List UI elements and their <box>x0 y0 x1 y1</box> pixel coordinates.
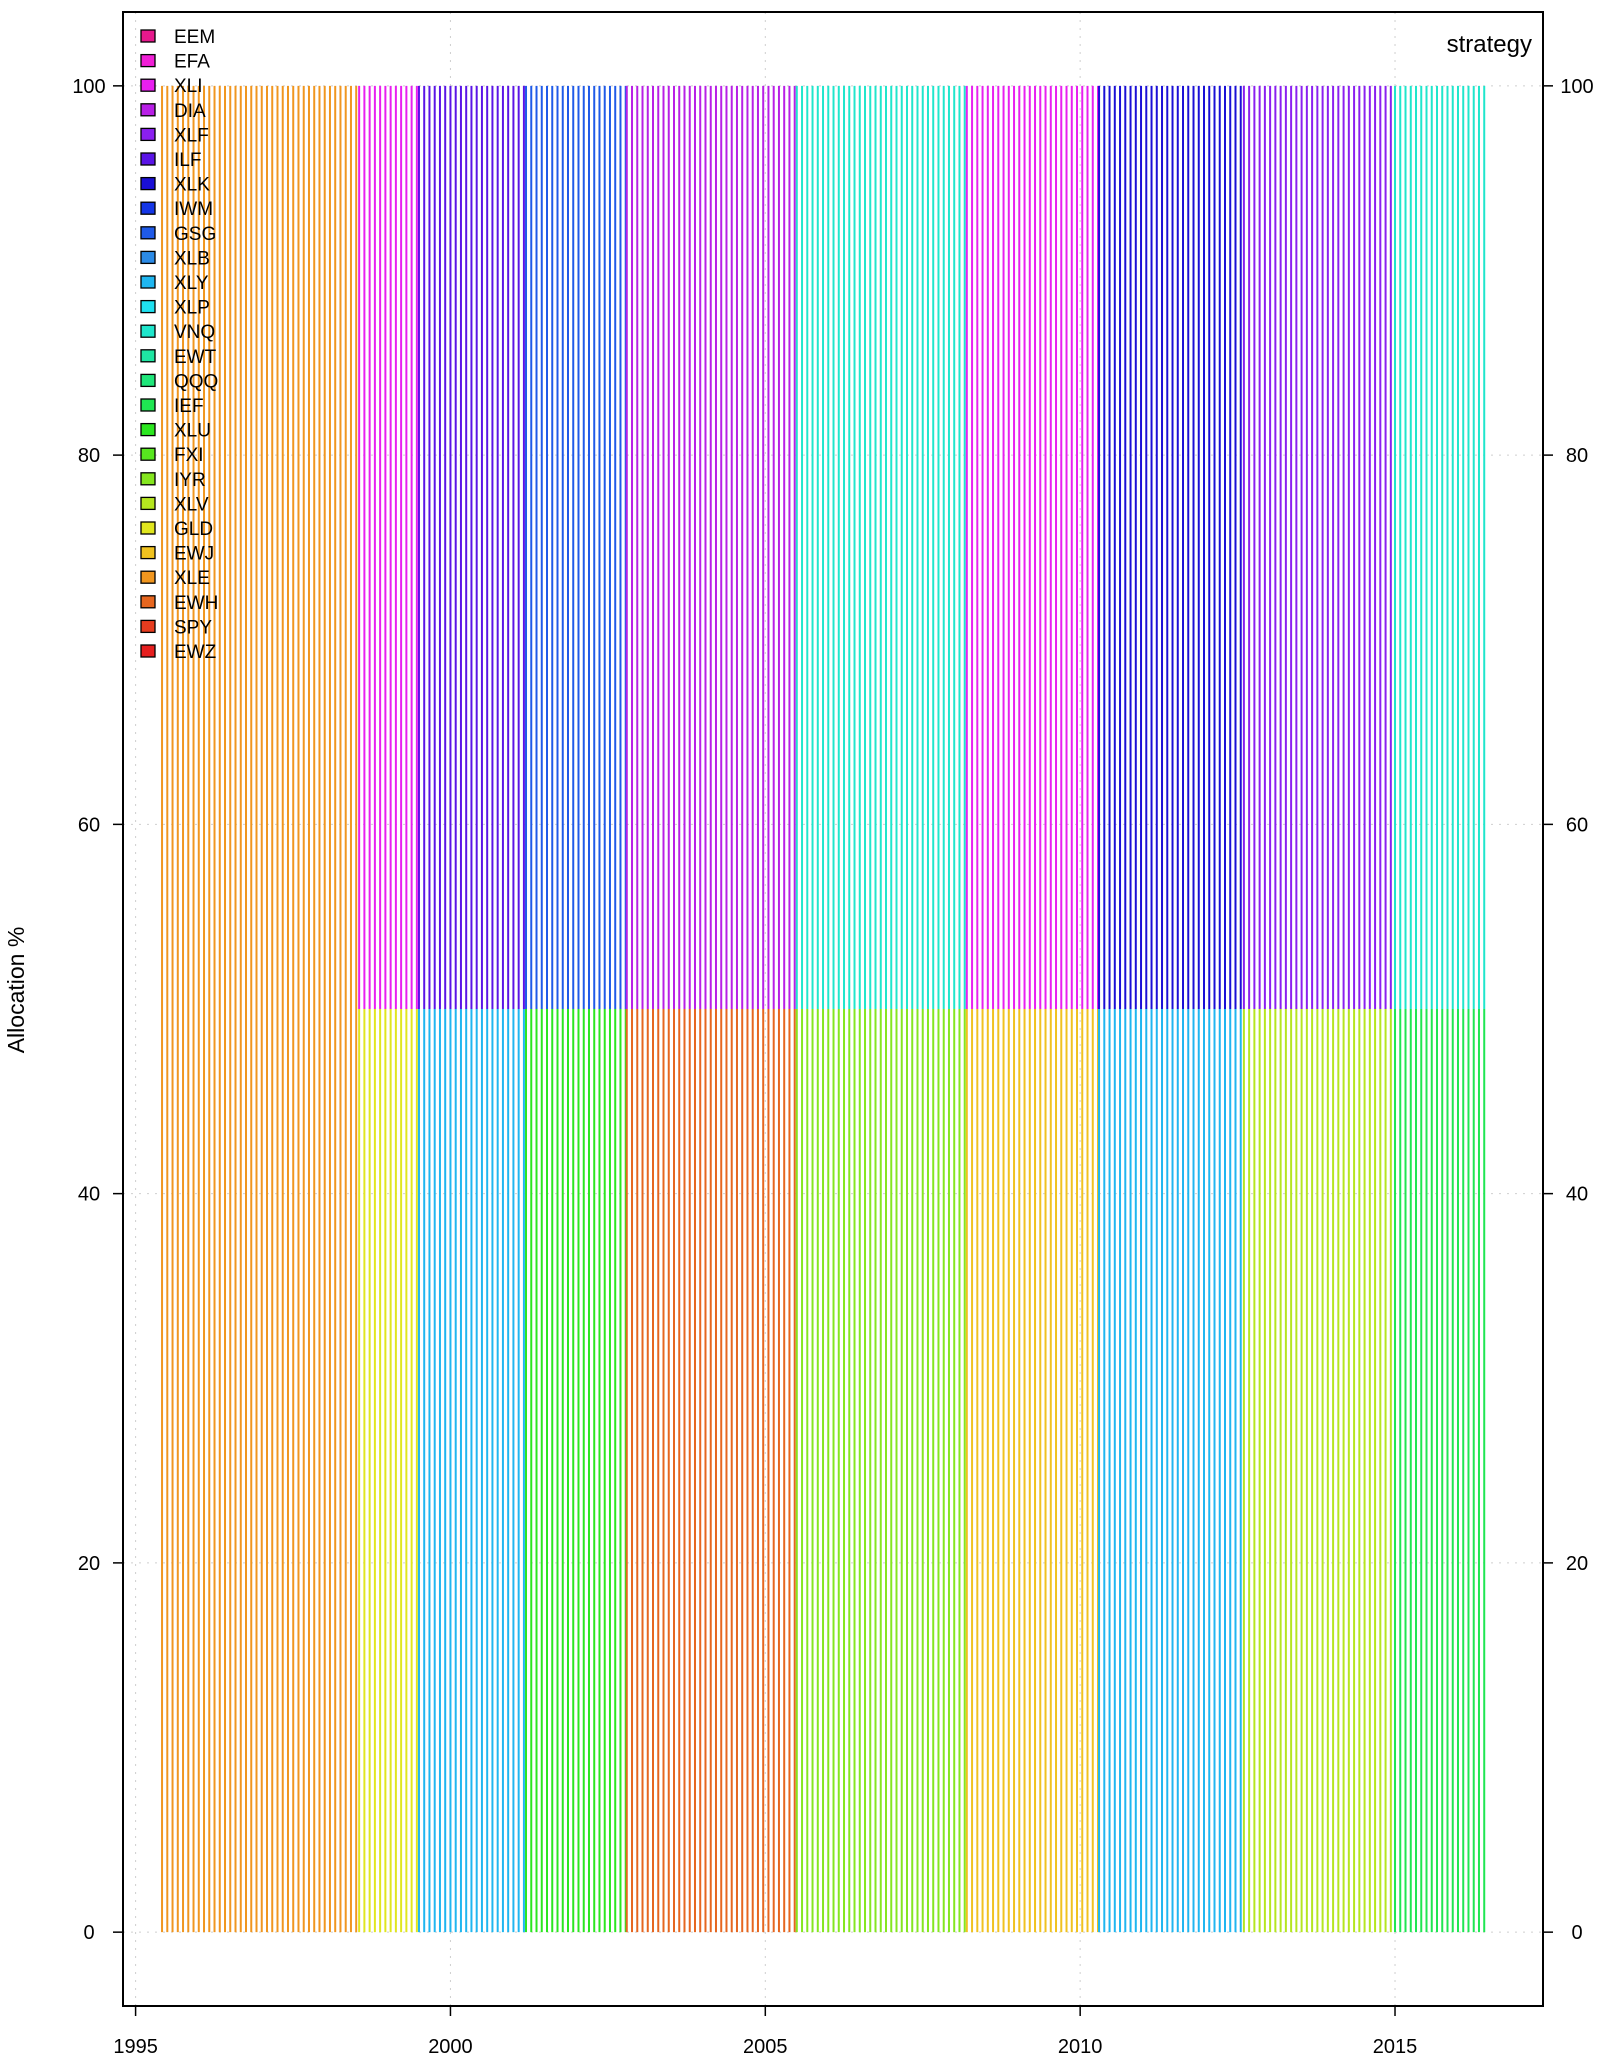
legend-item-label: FXI <box>174 445 204 466</box>
legend-item-label: IWM <box>174 199 213 220</box>
legend-item-label: VNQ <box>174 322 215 343</box>
y-axis-label: Allocation % <box>3 927 29 1054</box>
legend-item-label: XLY <box>174 273 209 294</box>
legend-swatch <box>140 595 156 609</box>
legend-item-label: XLB <box>174 248 210 269</box>
plot-frame <box>122 11 1544 2007</box>
legend-swatch <box>140 619 156 634</box>
legend-swatch <box>140 250 156 265</box>
y-tick-label-right: 0 <box>1571 1922 1582 1944</box>
legend-swatch <box>140 127 156 142</box>
x-tick-label: 2010 <box>1058 2036 1103 2058</box>
legend-swatch <box>140 299 156 314</box>
allocation-bars <box>161 85 1486 1933</box>
legend-item-label: XLE <box>174 568 210 589</box>
legend-swatch <box>140 29 156 43</box>
legend-item-label: EWT <box>174 347 217 368</box>
y-tick-label-left: 20 <box>78 1553 100 1575</box>
x-tick-label: 2015 <box>1373 2036 1418 2058</box>
legend-item-label: XLU <box>174 421 211 442</box>
x-tick-label: 2000 <box>428 2036 473 2058</box>
legend-swatch <box>140 521 156 535</box>
chart-title: strategy <box>1447 31 1532 58</box>
y-tick-label-right: 80 <box>1566 445 1588 467</box>
legend: EEM EFA XLI DIA XLF ILF XLK IWM GSG XLB XLY XLP VNQ E… <box>140 27 218 663</box>
legend-swatch <box>140 570 156 584</box>
legend-swatch <box>140 472 156 486</box>
legend-swatch <box>140 496 156 511</box>
legend-item-label: GSG <box>174 224 216 245</box>
legend-item-label: ILF <box>174 150 201 171</box>
legend-item-label: EEM <box>174 27 215 48</box>
legend-swatch <box>140 398 156 412</box>
legend-swatch <box>140 644 156 658</box>
y-tick-label-left: 100 <box>72 76 105 98</box>
legend-swatch <box>140 422 156 437</box>
legend-item-label: EWZ <box>174 642 217 663</box>
legend-item-label: DIA <box>174 101 206 122</box>
legend-swatch <box>140 201 156 215</box>
x-tick-label: 1995 <box>113 2036 158 2058</box>
legend-item-label: GLD <box>174 519 213 540</box>
legend-item-label: XLF <box>174 125 209 146</box>
legend-item-label: XLV <box>174 494 209 515</box>
legend-swatch <box>140 275 156 289</box>
legend-swatch <box>140 447 156 461</box>
legend-item-label: XLK <box>174 175 210 196</box>
y-tick-label-left: 40 <box>78 1184 100 1206</box>
axes-layer: 1995 2000 2005 2010 2015 0 0 20 20 40 40 60 60 80 80 10… <box>72 76 1593 2058</box>
legend-swatch <box>140 349 156 363</box>
legend-swatch <box>140 78 156 92</box>
y-tick-label-left: 80 <box>78 445 100 467</box>
legend-swatch <box>140 226 156 240</box>
y-tick-label-right: 60 <box>1566 814 1588 836</box>
y-tick-label-right: 20 <box>1566 1553 1588 1575</box>
legend-item-label: IYR <box>174 470 206 491</box>
legend-swatch <box>140 324 156 338</box>
legend-swatch <box>140 103 156 117</box>
y-tick-label-right: 100 <box>1560 76 1593 98</box>
legend-item-label: EWJ <box>174 544 214 565</box>
legend-item-label: IEF <box>174 396 204 417</box>
legend-item-label: XLI <box>174 76 203 97</box>
legend-swatch <box>140 53 156 68</box>
y-tick-label-right: 40 <box>1566 1184 1588 1206</box>
legend-item-label: QQQ <box>174 371 218 392</box>
legend-item-label: EWH <box>174 593 218 614</box>
legend-swatch <box>140 373 156 388</box>
legend-item-label: XLP <box>174 298 210 319</box>
legend-swatch <box>140 545 156 560</box>
y-tick-label-left: 0 <box>83 1922 94 1944</box>
legend-swatch <box>140 152 156 166</box>
legend-item-label: EFA <box>174 52 210 73</box>
legend-swatch <box>140 176 156 191</box>
legend-item-label: SPY <box>174 617 212 638</box>
y-tick-label-left: 60 <box>78 814 100 836</box>
x-tick-label: 2005 <box>743 2036 788 2058</box>
